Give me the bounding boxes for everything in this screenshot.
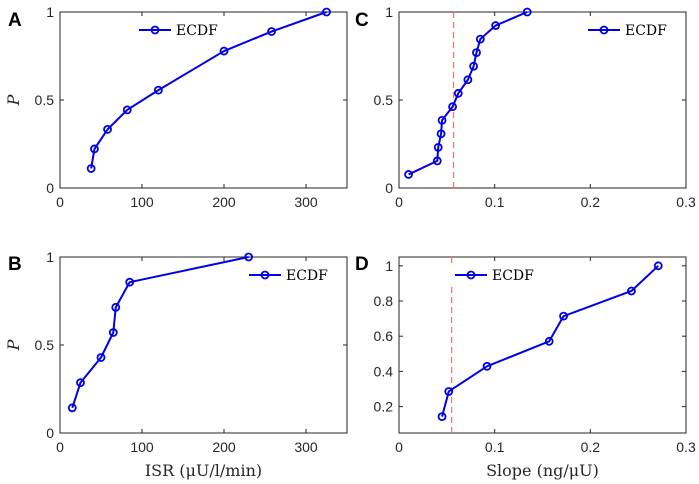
ecdf-point: [244, 252, 254, 262]
ecdf-line: [441, 265, 659, 417]
x-tick-label: 0: [56, 194, 64, 210]
x-tick-label: 0.1: [485, 439, 505, 455]
legend-marker-swatch: [260, 270, 270, 280]
x-tick-label: 0.2: [581, 439, 601, 455]
x-tick-label: 0.3: [676, 194, 696, 210]
y-axis-label: P: [4, 339, 23, 351]
y-tick-label: 1: [385, 258, 393, 274]
x-tick-label: 300: [294, 439, 318, 455]
legend: ECDF: [451, 263, 541, 287]
y-tick-label: 0.6: [374, 328, 394, 344]
x-tick-label: 100: [130, 439, 154, 455]
x-axis-label: ISR (μU/l/min): [145, 461, 262, 480]
x-axis-label: Slope (ng/μU): [486, 461, 599, 480]
ecdf-point: [111, 302, 121, 312]
ecdf-point: [108, 328, 118, 337]
ecdf-point: [522, 7, 532, 17]
y-axis-label: P: [4, 94, 23, 106]
ecdf-point: [76, 378, 85, 388]
x-tick-label: 100: [130, 194, 154, 210]
ecdf-point: [469, 61, 479, 71]
ecdf-point: [219, 46, 229, 56]
ecdf-point: [559, 311, 568, 321]
ecdf-line: [408, 11, 528, 176]
legend-label: ECDF: [286, 268, 328, 284]
x-tick-label: 0.2: [581, 194, 601, 210]
legend-marker-swatch: [599, 25, 609, 35]
x-tick-label: 300: [294, 194, 318, 210]
ecdf-line: [71, 256, 249, 409]
legend: ECDF: [135, 18, 225, 42]
panel-letter-d: D: [355, 254, 369, 275]
y-tick-label: 0.8: [374, 293, 394, 309]
legend-label: ECDF: [492, 268, 534, 284]
panel-letter-a: A: [8, 10, 22, 31]
panel-letter-c: C: [355, 10, 369, 31]
ecdf-point: [482, 361, 492, 371]
ecdf-point: [432, 156, 442, 166]
ecdf-point: [437, 115, 447, 125]
ecdf-point: [404, 170, 413, 179]
ecdf-point: [436, 129, 446, 139]
y-tick-label: 1: [46, 249, 54, 265]
ecdf-point: [653, 261, 663, 271]
x-tick-label: 0.1: [485, 194, 505, 210]
x-tick-label: 0: [395, 439, 403, 455]
x-tick-label: 200: [212, 194, 236, 210]
ecdf-point: [463, 75, 473, 85]
panel-a: A 0 100 200 300 0 0.5 1 P ECDF: [4, 4, 348, 210]
legend-marker-swatch: [466, 270, 476, 280]
ecdf-point: [453, 88, 463, 98]
y-tick-label: 0.4: [374, 363, 394, 379]
ecdf-point: [96, 353, 106, 362]
ecdf-point: [125, 277, 135, 287]
panel-c: C 0 0.1 0.2 0.3 0 0.5 1 ECDF: [355, 4, 696, 210]
ecdf-point: [90, 144, 99, 154]
y-tick-label: 0.5: [374, 92, 394, 108]
ecdf-point: [437, 412, 447, 422]
ecdf-point: [103, 124, 112, 134]
x-tick-label: 0.3: [676, 439, 696, 455]
y-tick-label: 1: [385, 4, 393, 20]
ecdf-point: [475, 34, 485, 44]
y-tick-label: 0: [385, 180, 393, 196]
ecdf-point: [122, 105, 132, 115]
ecdf-point: [491, 21, 501, 30]
x-tick-label: 0: [395, 194, 403, 210]
legend-label: ECDF: [625, 23, 667, 39]
ecdf-point: [322, 7, 331, 17]
y-tick-label: 0.2: [374, 399, 394, 415]
y-tick-label: 0: [46, 180, 54, 196]
y-tick-label: 0: [46, 425, 54, 441]
ecdf-point: [472, 48, 481, 58]
panel-b: B 0 100 200 300 0 0.5 1 P ISR (μU/l/min) ECDF: [4, 249, 348, 480]
ecdf-point: [544, 336, 554, 346]
x-tick-label: 0: [56, 439, 64, 455]
legend-label: ECDF: [176, 23, 218, 39]
ecdf-point: [267, 27, 276, 36]
y-tick-label: 1: [46, 4, 54, 20]
ecdf-point: [433, 142, 443, 152]
legend-marker-swatch: [150, 25, 160, 35]
legend: ECDF: [584, 18, 674, 42]
ecdf-point: [448, 102, 457, 112]
ecdf-point: [67, 403, 77, 413]
y-tick-label: 0.5: [35, 337, 55, 353]
ecdf-point: [627, 286, 636, 296]
panel-letter-b: B: [8, 254, 22, 275]
ecdf-point: [153, 85, 163, 95]
panel-d: D 0 0.1 0.2 0.3 0.2 0.4 0.6 0.8 1 Slope (ng/μU) ECD…: [355, 254, 696, 480]
x-tick-label: 200: [212, 439, 236, 455]
ecdf-point: [86, 164, 96, 173]
y-tick-label: 0.5: [35, 92, 55, 108]
legend: ECDF: [245, 263, 335, 287]
ecdf-point: [444, 387, 454, 396]
